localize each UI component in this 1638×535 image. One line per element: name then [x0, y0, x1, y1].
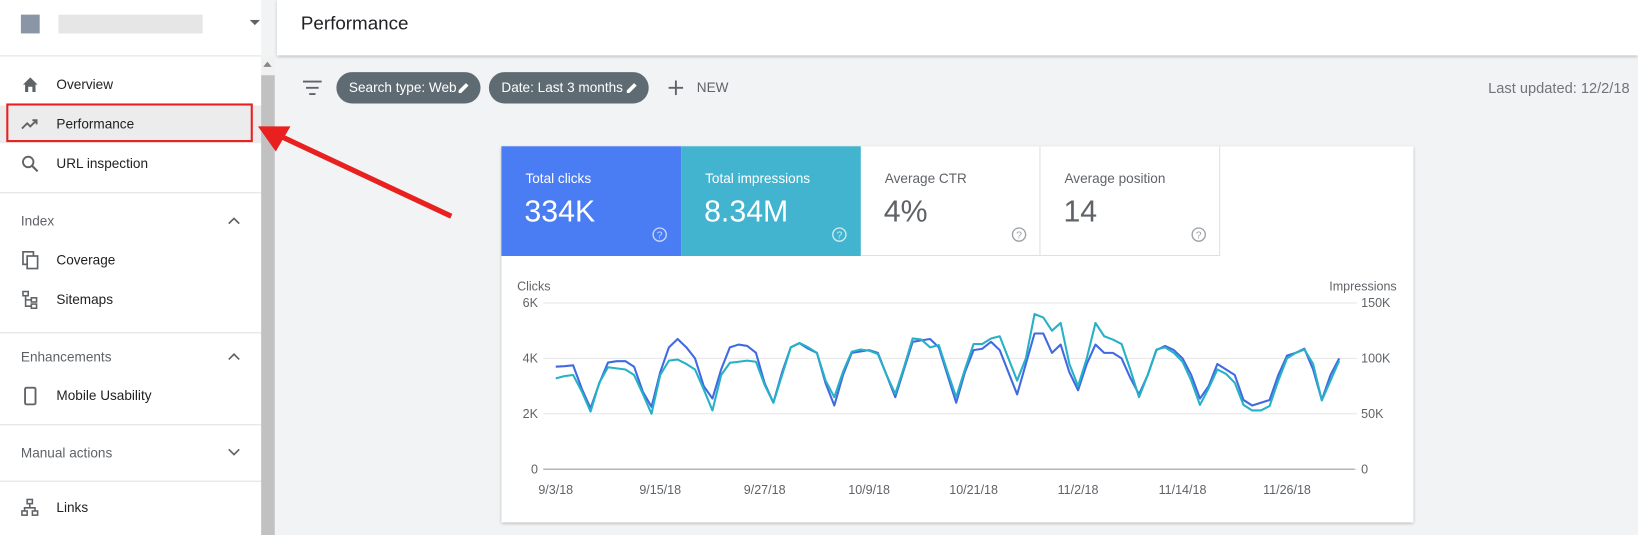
nav-label: Overview	[56, 76, 114, 92]
metric-value: 14	[1063, 195, 1098, 229]
y2-tick-label: 50K	[1361, 407, 1384, 421]
x-tick-label: 11/26/18	[1263, 483, 1311, 497]
chip-label: Date: Last 3 months	[501, 79, 623, 96]
metric-tile[interactable]: Average position 14 ?	[1040, 146, 1221, 257]
svg-text:?: ?	[657, 231, 663, 242]
x-tick-label: 11/2/18	[1058, 483, 1099, 497]
x-tick-label: 9/3/18	[538, 483, 573, 497]
divider	[0, 480, 262, 482]
divider	[0, 424, 262, 426]
x-tick-label: 10/21/18	[949, 483, 998, 497]
nav-item[interactable]: Sitemaps	[0, 281, 261, 319]
expand-chevron[interactable]	[228, 448, 241, 456]
y2-tick-label: 0	[1361, 462, 1368, 476]
scroll-up-arrow[interactable]	[263, 61, 272, 68]
metric-label: Total impressions	[705, 170, 811, 186]
svg-text:?: ?	[836, 231, 842, 242]
svg-text:?: ?	[1016, 231, 1022, 242]
performance-card: Total clicks 334K ? Total impressions 8.…	[501, 146, 1414, 523]
property-icon	[20, 14, 40, 34]
property-dropdown[interactable]	[249, 19, 261, 26]
edit-icon[interactable]	[458, 82, 471, 95]
divider	[0, 55, 262, 57]
links-icon	[21, 498, 39, 516]
last-updated: Last updated: 12/2/18	[1488, 79, 1630, 97]
filter-chip[interactable]: Date: Last 3 months	[488, 72, 649, 104]
nav-item[interactable]: Coverage	[0, 241, 261, 279]
y-tick-label: 4K	[523, 352, 539, 366]
metric-value: 4%	[883, 195, 928, 229]
filter-icon[interactable]	[302, 80, 322, 95]
metric-value: 8.34M	[704, 195, 789, 229]
metric-tile[interactable]: Total impressions 8.34M ?	[681, 146, 861, 257]
metric-tile[interactable]: Total clicks 334K ?	[501, 146, 682, 257]
top-bar: Performance	[276, 0, 1638, 56]
nav-label: Coverage	[56, 251, 116, 268]
y-axis-title: Clicks	[517, 279, 550, 293]
edit-icon[interactable]	[626, 82, 639, 95]
home-icon	[22, 77, 38, 92]
sitemap-icon	[22, 290, 38, 310]
property-name-blurred[interactable]	[58, 14, 203, 34]
chip-label: Search type: Web	[348, 79, 457, 96]
new-filter-button[interactable]: NEW	[696, 79, 729, 96]
nav-item[interactable]: URL inspection	[0, 145, 261, 183]
data-line	[555, 313, 1341, 415]
x-tick-label: 9/15/18	[639, 483, 681, 497]
collapse-chevron[interactable]	[228, 352, 241, 361]
divider	[0, 192, 262, 194]
plus-icon[interactable]	[668, 80, 684, 96]
nav-item[interactable]: Overview	[0, 66, 261, 104]
x-tick-label: 9/27/18	[744, 483, 786, 497]
search-icon	[22, 155, 39, 173]
filter-chip[interactable]: Search type: Web	[336, 72, 481, 104]
collapse-chevron[interactable]	[228, 216, 241, 225]
scrollbar-thumb[interactable]	[261, 75, 275, 535]
metric-label: Average position	[1064, 170, 1166, 186]
nav-item[interactable]: Mobile Usability	[0, 377, 261, 415]
y-tick-label: 6K	[523, 296, 539, 310]
help-icon[interactable]: ?	[1191, 227, 1207, 243]
nav-label: Mobile Usability	[56, 387, 152, 404]
nav-label: Links	[56, 499, 89, 516]
section-title[interactable]: Manual actions	[20, 445, 113, 461]
page-title: Performance	[300, 12, 409, 34]
y-tick-label: 2K	[523, 407, 539, 421]
metric-tile[interactable]: Average CTR 4% ?	[860, 146, 1041, 257]
metric-label: Average CTR	[884, 170, 967, 186]
y2-axis-title: Impressions	[1329, 279, 1396, 293]
section-title[interactable]: Index	[20, 213, 55, 229]
section-title[interactable]: Enhancements	[20, 349, 112, 365]
y2-tick-label: 150K	[1361, 296, 1391, 310]
help-icon[interactable]: ?	[832, 227, 848, 243]
mobile-icon	[24, 386, 37, 406]
help-icon[interactable]: ?	[652, 227, 668, 243]
nav-label: URL inspection	[56, 155, 149, 172]
divider	[0, 332, 262, 334]
metric-value: 334K	[524, 195, 596, 229]
metric-label: Total clicks	[525, 170, 592, 186]
nav-label: Sitemaps	[56, 291, 114, 308]
y-tick-label: 0	[531, 462, 538, 476]
svg-text:?: ?	[1196, 231, 1202, 242]
nav-item[interactable]: Links	[0, 489, 261, 527]
help-icon[interactable]: ?	[1011, 227, 1027, 243]
x-tick-label: 11/14/18	[1159, 483, 1207, 497]
y2-tick-label: 100K	[1361, 352, 1391, 366]
coverage-icon	[22, 250, 39, 270]
x-tick-label: 10/9/18	[848, 483, 890, 497]
